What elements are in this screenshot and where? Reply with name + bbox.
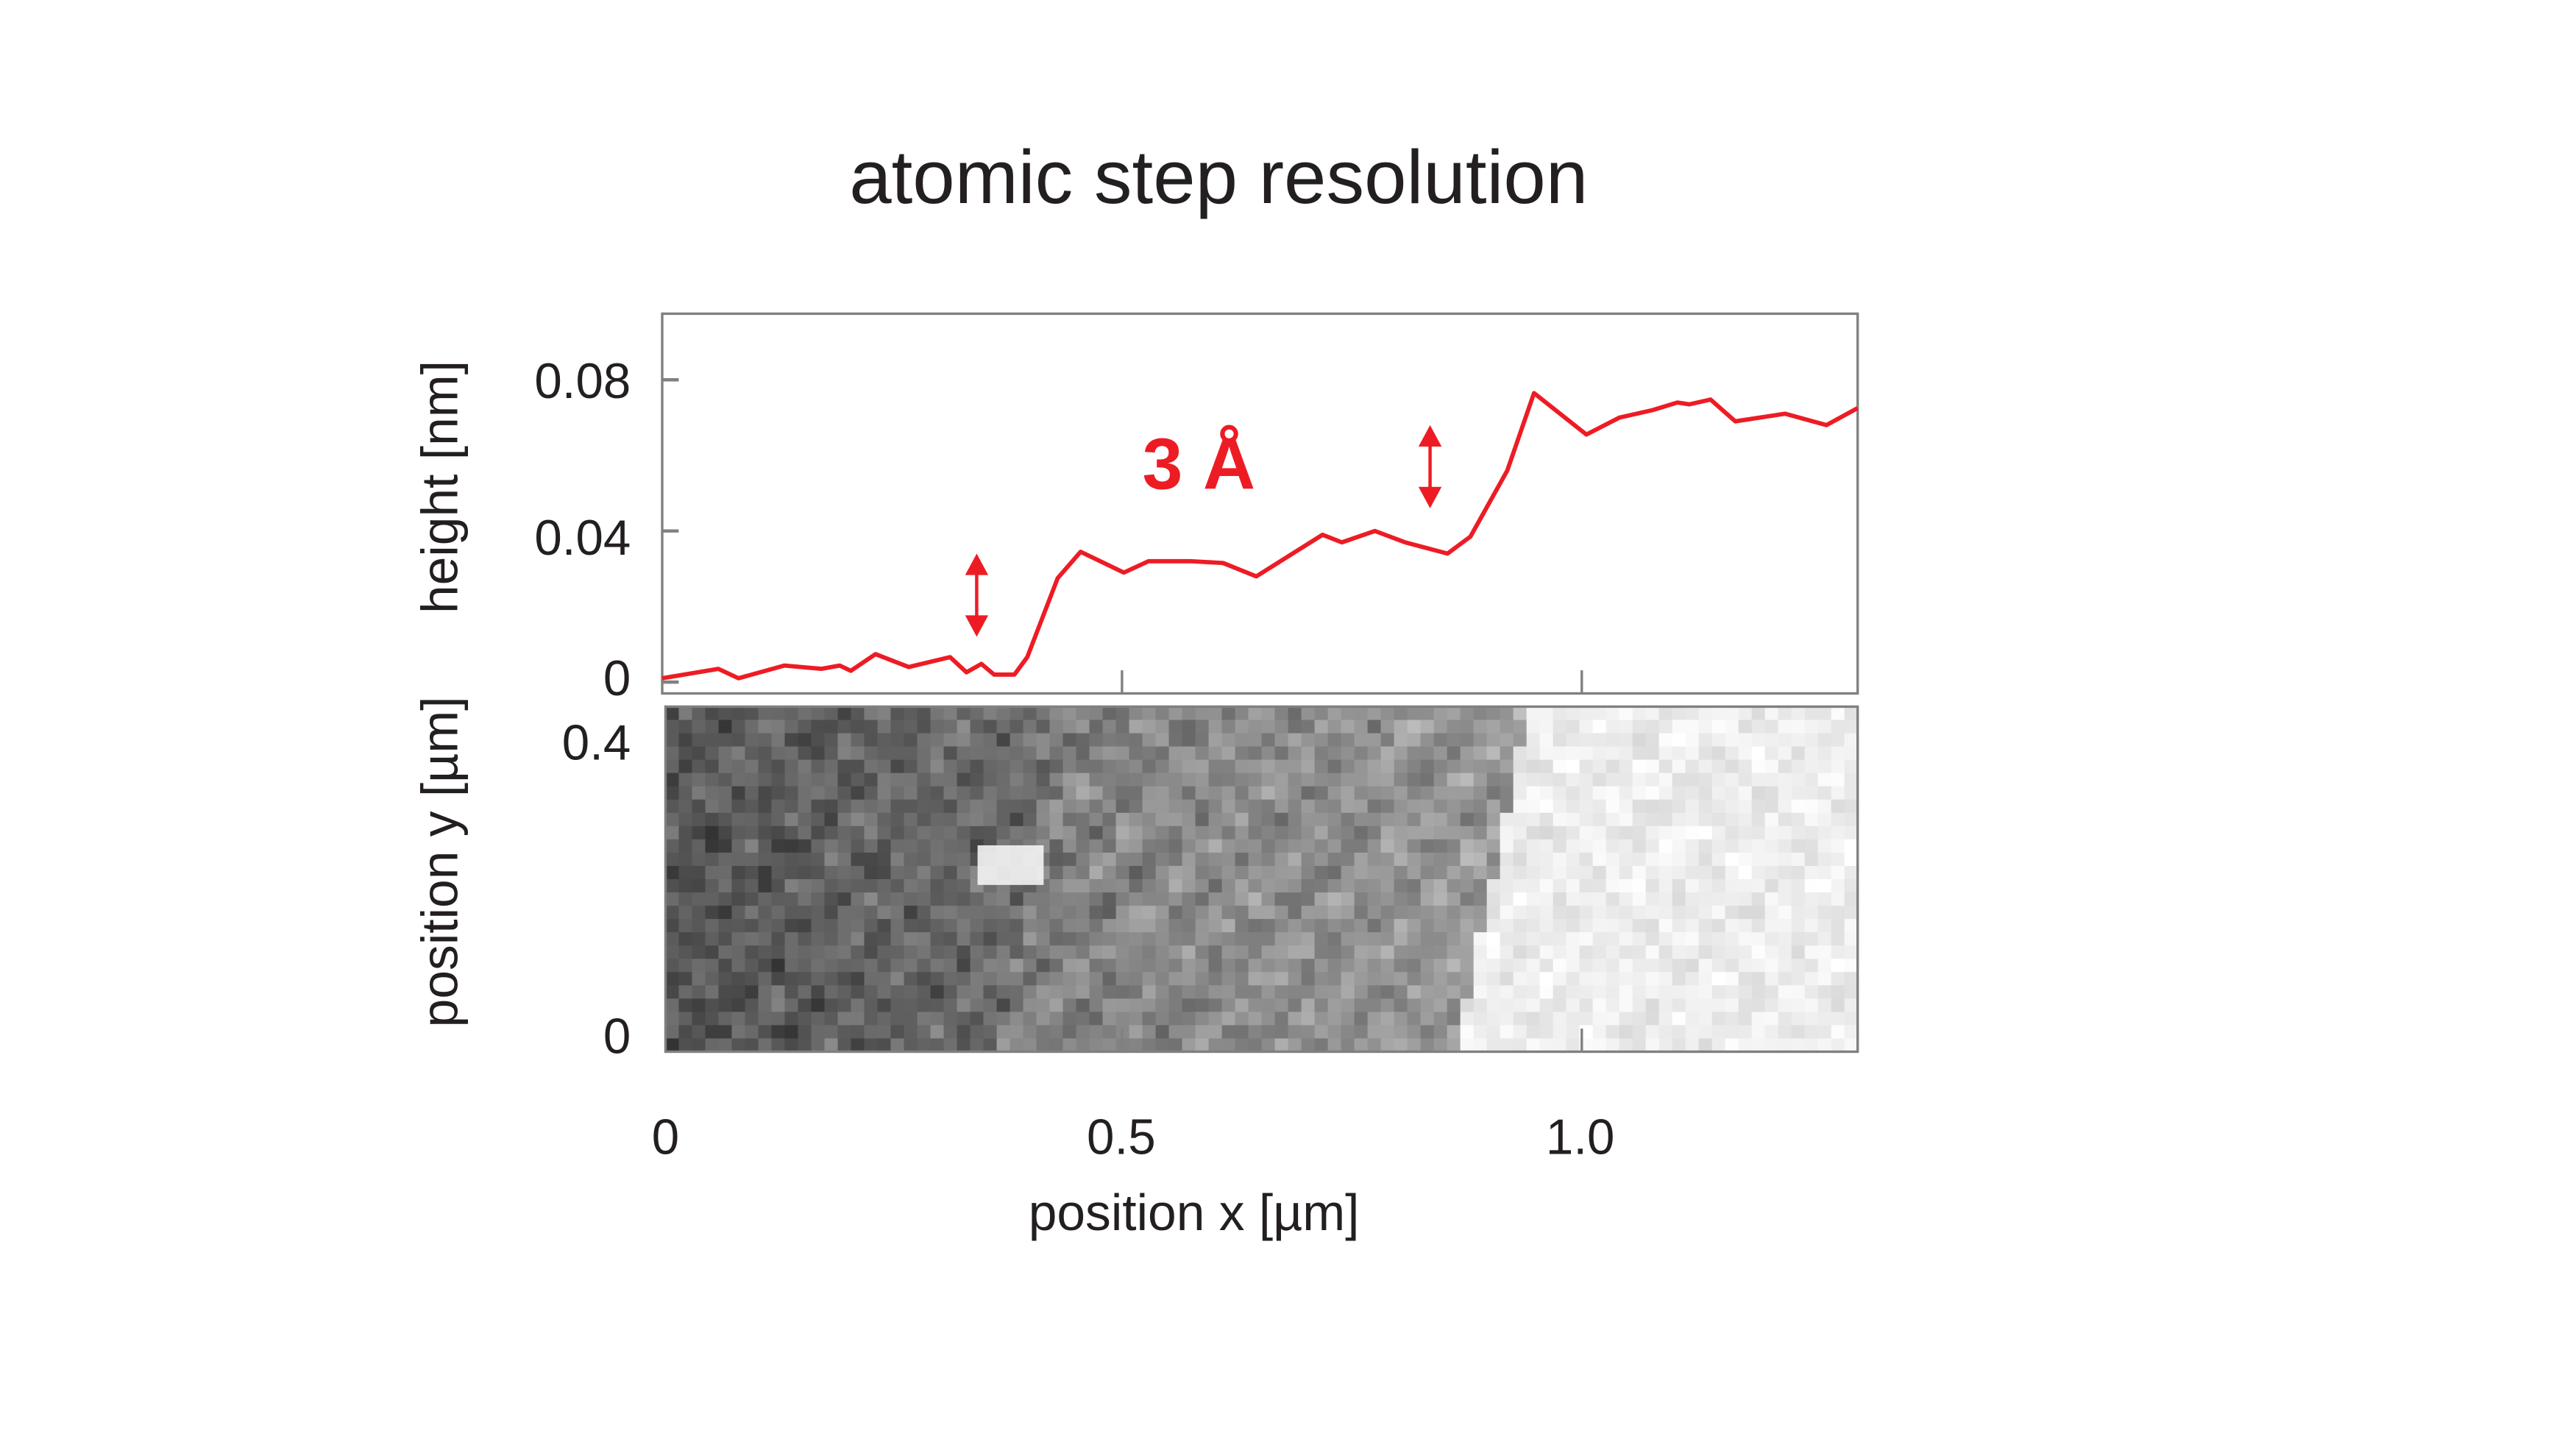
height-profile-line — [661, 391, 1859, 681]
chart-title: atomic step resolution — [849, 135, 1588, 219]
profile-plot-frame — [661, 312, 1859, 695]
step-height-annotation: 3 Å — [1142, 423, 1255, 504]
image-frame — [664, 705, 1859, 1054]
x-tick-label: 0.5 — [1087, 1110, 1156, 1165]
x-tick-label: 1.0 — [1546, 1110, 1615, 1165]
x-tick-label: 0 — [652, 1110, 679, 1165]
y-tick-label: 0 — [603, 651, 631, 706]
y-tick-label: 0.04 — [534, 511, 631, 566]
x-axis-label: position x [µm] — [1029, 1184, 1360, 1241]
y-tick-label: 0.08 — [534, 354, 631, 409]
afm-height-image — [665, 706, 1859, 1053]
step-height-arrow — [1418, 425, 1442, 508]
y-axis-label-height: height [nm] — [411, 360, 469, 614]
y-tick-label: 0.4 — [562, 715, 631, 770]
y-axis-label-position-y: position y [µm] — [411, 697, 469, 1028]
step-height-arrow — [965, 553, 989, 637]
y-tick-label: 0 — [603, 1009, 631, 1065]
